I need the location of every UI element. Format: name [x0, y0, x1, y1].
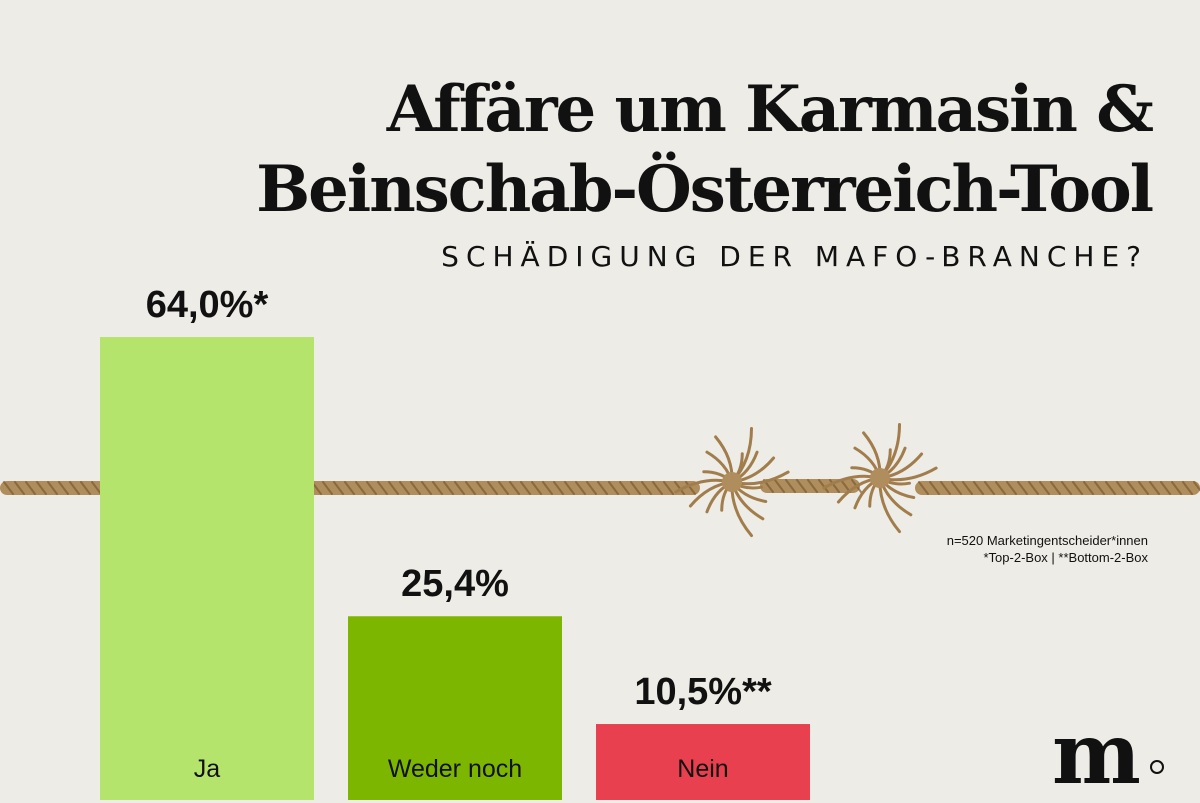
brand-logo-dot — [1150, 760, 1164, 774]
category-label: Ja — [194, 755, 221, 783]
box-legend-note: *Top-2-Box | **Bottom-2-Box — [983, 550, 1149, 565]
value-label: 10,5%** — [634, 671, 772, 713]
value-label: 25,4% — [401, 563, 509, 605]
rope-right-segment — [915, 481, 1200, 495]
chart-title-line-1: Affäre um Karmasin & — [386, 72, 1154, 147]
brand-logo: m — [1052, 704, 1141, 803]
bar-ja — [100, 337, 314, 800]
sample-note: n=520 Marketingentscheider*innen *Top-2-… — [947, 532, 1148, 566]
bar-weder-noch — [348, 616, 562, 800]
rope-frayed-end-left — [674, 426, 790, 538]
bar-chart: 64,0%* Ja 25,4% Weder noch 10,5%** Nein — [100, 284, 810, 800]
rope-middle-segment — [760, 479, 862, 493]
bar-nein — [596, 724, 810, 800]
chart-subtitle: SCHÄDIGUNG DER MAFO-BRANCHE? — [441, 240, 1148, 273]
category-label: Nein — [677, 755, 728, 783]
chart-title-line-2: Beinschab-Österreich-Tool — [256, 152, 1154, 227]
value-label: 64,0%* — [146, 284, 269, 326]
category-label: Weder noch — [388, 755, 522, 783]
rope-frayed-end-right — [822, 422, 938, 534]
sample-size-note: n=520 Marketingentscheider*innen — [946, 533, 1148, 548]
